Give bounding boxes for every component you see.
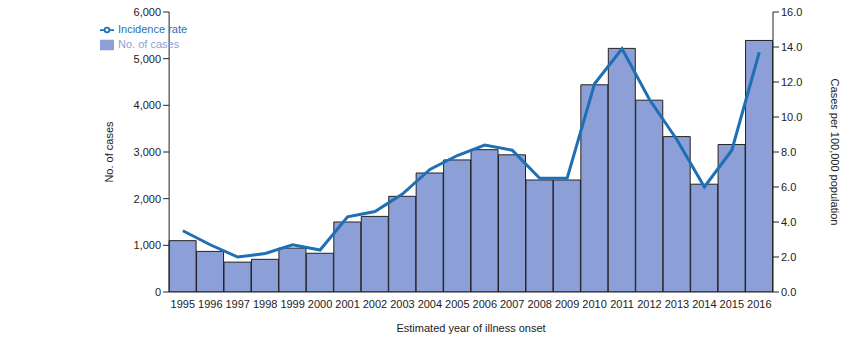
svg-text:2016: 2016 xyxy=(747,298,771,310)
svg-text:1996: 1996 xyxy=(198,298,222,310)
svg-text:2000: 2000 xyxy=(308,298,332,310)
svg-text:2007: 2007 xyxy=(500,298,524,310)
svg-text:2006: 2006 xyxy=(473,298,497,310)
html-text:Incidence rate: Incidence rate xyxy=(118,23,188,35)
svg-text:0.0: 0.0 xyxy=(781,286,796,298)
svg-text:2010: 2010 xyxy=(582,298,606,310)
svg-text:2001: 2001 xyxy=(335,298,359,310)
svg-text:2.0: 2.0 xyxy=(781,251,796,263)
svg-text:2004: 2004 xyxy=(418,298,442,310)
svg-text:14.0: 14.0 xyxy=(781,41,802,53)
svg-text:Cases per 100,000 population: Cases per 100,000 population xyxy=(829,79,837,226)
svg-text:2015: 2015 xyxy=(720,298,744,310)
svg-text:4,000: 4,000 xyxy=(134,99,162,111)
svg-text:6.0: 6.0 xyxy=(781,181,796,193)
svg-text:Estimated year of illness onse: Estimated year of illness onset xyxy=(396,322,545,334)
svg-text:No. of cases: No. of cases xyxy=(103,121,115,183)
svg-text:5,000: 5,000 xyxy=(134,53,162,65)
svg-text:2003: 2003 xyxy=(390,298,414,310)
svg-text:1,000: 1,000 xyxy=(134,239,162,251)
svg-text:8.0: 8.0 xyxy=(781,146,796,158)
html-text:No. of cases: No. of cases xyxy=(118,38,180,51)
svg-text:2,000: 2,000 xyxy=(134,193,162,205)
svg-text:2002: 2002 xyxy=(363,298,387,310)
svg-text:1997: 1997 xyxy=(225,298,249,310)
svg-text:2014: 2014 xyxy=(692,298,716,310)
svg-text:2008: 2008 xyxy=(527,298,551,310)
svg-text:4.0: 4.0 xyxy=(781,216,796,228)
svg-text:2011: 2011 xyxy=(610,298,634,310)
svg-text:2013: 2013 xyxy=(665,298,689,310)
svg-text:6,000: 6,000 xyxy=(134,6,162,18)
svg-text:2005: 2005 xyxy=(445,298,469,310)
svg-text:12.0: 12.0 xyxy=(781,76,802,88)
svg-text:3,000: 3,000 xyxy=(134,146,162,158)
svg-text:2012: 2012 xyxy=(637,298,661,310)
svg-text:1999: 1999 xyxy=(280,298,304,310)
svg-text:10.0: 10.0 xyxy=(781,111,802,123)
svg-text:1995: 1995 xyxy=(171,298,195,310)
svg-text:16.0: 16.0 xyxy=(781,6,802,18)
svg-text:2009: 2009 xyxy=(555,298,579,310)
svg-text:1998: 1998 xyxy=(253,298,277,310)
svg-text:0: 0 xyxy=(155,286,161,298)
